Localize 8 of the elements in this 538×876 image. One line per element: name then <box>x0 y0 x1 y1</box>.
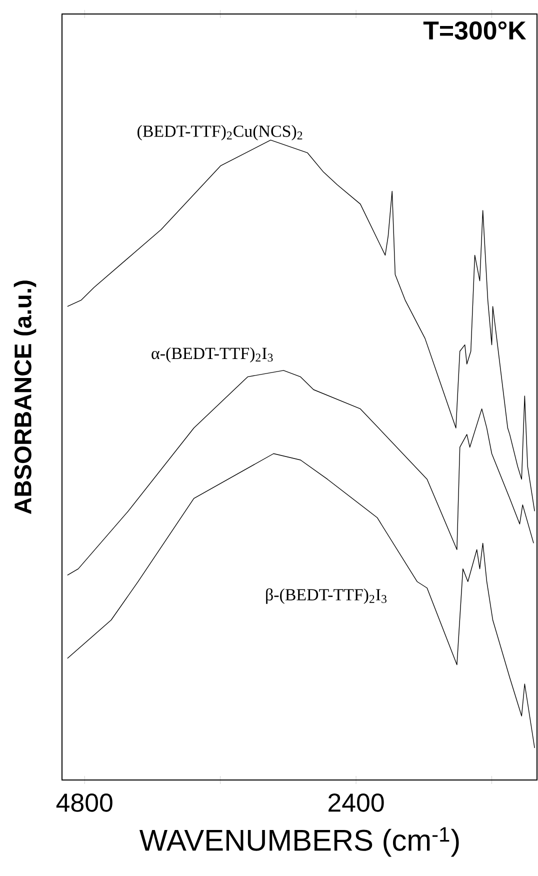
x-tick-label: 2400 <box>328 794 384 812</box>
series-label: α-(BEDT-TTF)$_{2}$I$_{3}$ <box>152 347 273 363</box>
x-tick-label: 4800 <box>56 794 112 812</box>
series-label: β-(BEDT-TTF)$_{2}$I$_{3}$ <box>266 588 386 604</box>
text: T=300°K <box>423 21 526 40</box>
series-label: (BEDT-TTF)$_{2}$Cu(NCS)$_{2}$ <box>138 125 302 140</box>
x-axis-title: WAVENUMBERS (cm$^{-1}$) <box>139 827 459 857</box>
y-axis-title: ABSORBANCE (a.u.) <box>14 280 36 514</box>
